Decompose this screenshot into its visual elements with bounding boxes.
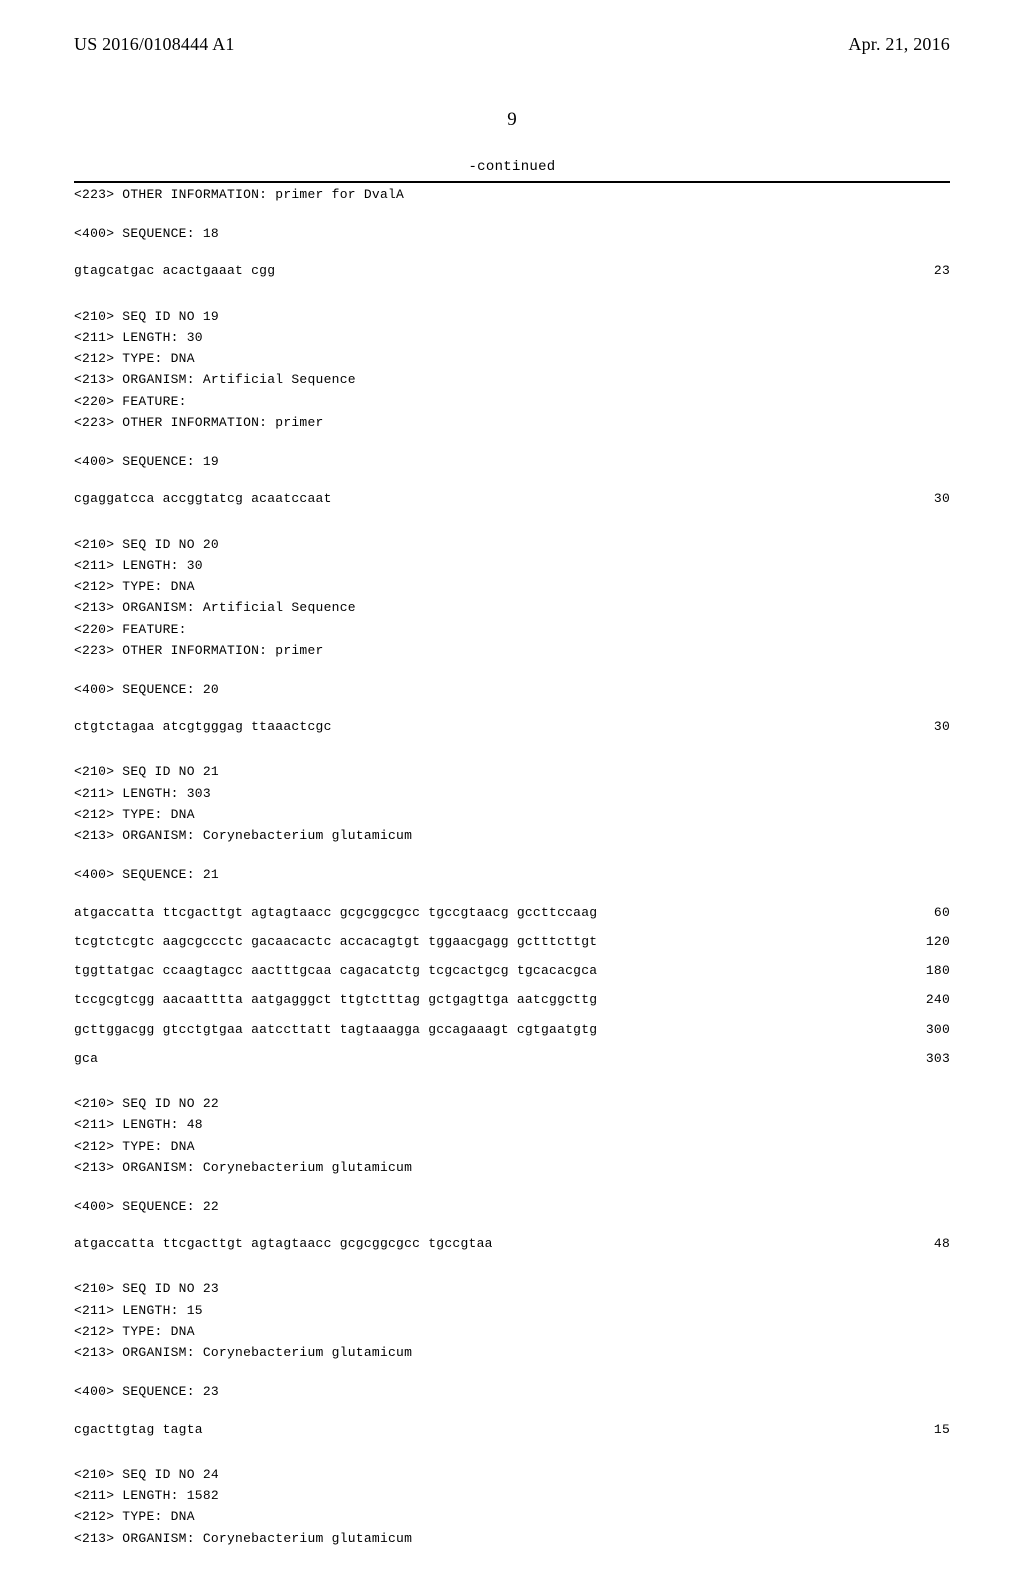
page-number: 9 [74,109,950,131]
descriptor-line: <213> ORGANISM: Corynebacterium glutamic… [74,824,950,845]
sequence-pos: 240 [880,990,950,1009]
sequence-pos: 23 [880,261,950,280]
row-spacer [74,951,950,961]
descriptor-line: <211> LENGTH: 48 [74,1113,950,1134]
sequence-label: <400> SEQUENCE: 19 [74,450,950,471]
descriptor-line: <213> ORGANISM: Corynebacterium glutamic… [74,1156,950,1177]
descriptor-line: <211> LENGTH: 15 [74,1299,950,1320]
spacer [74,432,950,450]
descriptor-line: <211> LENGTH: 30 [74,554,950,575]
descriptor-line: <213> ORGANISM: Artificial Sequence [74,596,950,617]
sequence-row: atgaccatta ttcgacttgt agtagtaacc gcgcggc… [74,1234,950,1253]
spacer [74,885,950,903]
descriptor-line: <210> SEQ ID NO 24 [74,1463,950,1484]
spacer [74,243,950,261]
sequence-text: cgaggatcca accggtatcg acaatccaat [74,489,880,508]
descriptor-line: <223> OTHER INFORMATION: primer [74,639,950,660]
spacer [74,1402,950,1420]
descriptor-line: <213> ORGANISM: Corynebacterium glutamic… [74,1527,950,1548]
descriptor-line: <220> FEATURE: [74,390,950,411]
descriptor-line: <210> SEQ ID NO 19 [74,305,950,326]
spacer [74,204,950,222]
row-spacer [74,1039,950,1049]
sequence-pos: 303 [880,1049,950,1068]
sequence-pos: 60 [880,903,950,922]
sequence-text: gca [74,1049,880,1068]
sequence-row: cgacttgtag tagta 15 [74,1420,950,1439]
spacer [74,281,950,305]
row-spacer [74,980,950,990]
sequence-rows: atgaccatta ttcgacttgt agtagtaacc gcgcggc… [74,903,950,1068]
sequence-text: tggttatgac ccaagtagcc aactttgcaa cagacat… [74,961,880,980]
sequence-pos: 30 [880,489,950,508]
spacer [74,471,950,489]
descriptor-line: <212> TYPE: DNA [74,1320,950,1341]
sequence-pos: 120 [880,932,950,951]
descriptor-line: <211> LENGTH: 1582 [74,1484,950,1505]
row-spacer [74,922,950,932]
descriptor-line: <210> SEQ ID NO 22 [74,1092,950,1113]
page: US 2016/0108444 A1 Apr. 21, 2016 9 -cont… [0,0,1024,1588]
header-bar: US 2016/0108444 A1 Apr. 21, 2016 [74,34,950,55]
sequence-pos: 300 [880,1020,950,1039]
sequence-text: atgaccatta ttcgacttgt agtagtaacc gcgcggc… [74,1234,880,1253]
descriptor-line: <211> LENGTH: 30 [74,326,950,347]
spacer [74,509,950,533]
sequence-row: ctgtctagaa atcgtgggag ttaaactcgc 30 [74,717,950,736]
sequence-pos: 30 [880,717,950,736]
sequence-label: <400> SEQUENCE: 21 [74,863,950,884]
descriptor-line: <220> FEATURE: [74,618,950,639]
sequence-text: cgacttgtag tagta [74,1420,880,1439]
sequence-pos: 180 [880,961,950,980]
sequence-label: <400> SEQUENCE: 20 [74,678,950,699]
descriptor-line: <211> LENGTH: 303 [74,782,950,803]
spacer [74,1253,950,1277]
sequence-text: tccgcgtcgg aacaatttta aatgagggct ttgtctt… [74,990,880,1009]
sequence-row: gtagcatgac acactgaaat cgg 23 [74,261,950,280]
spacer [74,1439,950,1463]
descriptor-line: <223> OTHER INFORMATION: primer [74,411,950,432]
sequence-pos: 48 [880,1234,950,1253]
descriptor-line: <212> TYPE: DNA [74,575,950,596]
publication-date: Apr. 21, 2016 [848,34,950,55]
sequence-pos: 15 [880,1420,950,1439]
descriptor-line: <212> TYPE: DNA [74,347,950,368]
spacer [74,660,950,678]
sequence-label: <400> SEQUENCE: 23 [74,1380,950,1401]
descriptor-line: <213> ORGANISM: Artificial Sequence [74,368,950,389]
spacer [74,1068,950,1092]
spacer [74,736,950,760]
descriptor-line: <213> ORGANISM: Corynebacterium glutamic… [74,1341,950,1362]
descriptor-line: <210> SEQ ID NO 21 [74,760,950,781]
continued-label: -continued [74,159,950,175]
descriptor-line: <212> TYPE: DNA [74,803,950,824]
sequence-text: atgaccatta ttcgacttgt agtagtaacc gcgcggc… [74,903,880,922]
spacer [74,699,950,717]
spacer [74,1177,950,1195]
descriptor-line: <212> TYPE: DNA [74,1135,950,1156]
sequence-text: gcttggacgg gtcctgtgaa aatccttatt tagtaaa… [74,1020,880,1039]
spacer [74,1362,950,1380]
sequence-text: gtagcatgac acactgaaat cgg [74,261,880,280]
sequence-text: tcgtctcgtc aagcgccctc gacaacactc accacag… [74,932,880,951]
sequence-label: <400> SEQUENCE: 22 [74,1195,950,1216]
descriptor-line: <210> SEQ ID NO 23 [74,1277,950,1298]
spacer [74,845,950,863]
sequence-row: cgaggatcca accggtatcg acaatccaat 30 [74,489,950,508]
row-spacer [74,1010,950,1020]
sequence-text: ctgtctagaa atcgtgggag ttaaactcgc [74,717,880,736]
descriptor-line: <210> SEQ ID NO 20 [74,533,950,554]
descriptor-line: <223> OTHER INFORMATION: primer for Dval… [74,183,950,204]
descriptor-line: <212> TYPE: DNA [74,1505,950,1526]
sequence-label: <400> SEQUENCE: 18 [74,222,950,243]
spacer [74,1216,950,1234]
publication-number: US 2016/0108444 A1 [74,34,235,55]
